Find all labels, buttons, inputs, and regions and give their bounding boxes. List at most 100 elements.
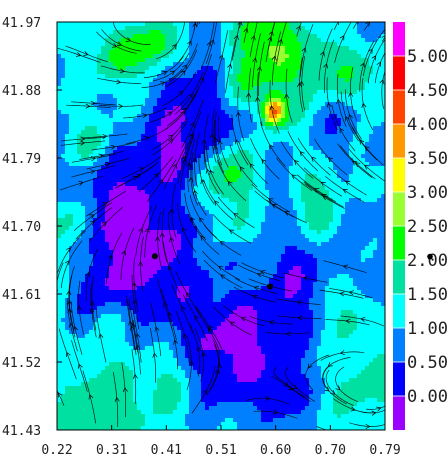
heatmap-cell bbox=[129, 78, 134, 83]
heatmap-cell bbox=[121, 122, 126, 127]
heatmap-cell bbox=[125, 386, 130, 391]
heatmap-cell bbox=[201, 222, 206, 227]
heatmap-cell bbox=[89, 174, 94, 179]
heatmap-cell bbox=[169, 194, 174, 199]
heatmap-cell bbox=[133, 302, 138, 307]
heatmap-cell bbox=[69, 306, 74, 311]
heatmap-cell bbox=[141, 174, 146, 179]
heatmap-cell bbox=[229, 342, 234, 347]
heatmap-cell bbox=[85, 274, 90, 279]
heatmap-cell bbox=[201, 190, 206, 195]
heatmap-cell bbox=[165, 342, 170, 347]
heatmap-cell bbox=[221, 190, 226, 195]
heatmap-cell bbox=[241, 34, 246, 39]
heatmap-cell bbox=[153, 214, 158, 219]
heatmap-cell bbox=[81, 402, 86, 407]
heatmap-cell bbox=[201, 406, 206, 411]
heatmap-cell bbox=[77, 386, 82, 391]
heatmap-cell bbox=[249, 394, 254, 399]
heatmap-cell bbox=[169, 226, 174, 231]
heatmap-cell bbox=[189, 402, 194, 407]
heatmap-cell bbox=[201, 86, 206, 91]
heatmap-cell bbox=[129, 318, 134, 323]
heatmap-cell bbox=[185, 74, 190, 79]
heatmap-cell bbox=[125, 206, 130, 211]
heatmap-cell bbox=[121, 26, 126, 31]
heatmap-cell bbox=[105, 370, 110, 375]
heatmap-cell bbox=[57, 38, 62, 43]
heatmap-cell bbox=[141, 242, 146, 247]
heatmap-cell bbox=[225, 390, 230, 395]
heatmap-cell bbox=[177, 410, 182, 415]
heatmap-cell bbox=[65, 102, 70, 107]
heatmap-cell bbox=[61, 422, 66, 427]
heatmap-cell bbox=[245, 298, 250, 303]
heatmap-cell bbox=[61, 34, 66, 39]
heatmap-cell bbox=[129, 234, 134, 239]
heatmap-cell bbox=[205, 238, 210, 243]
heatmap-cell bbox=[185, 414, 190, 419]
heatmap-cell bbox=[241, 414, 246, 419]
heatmap-cell bbox=[109, 318, 114, 323]
heatmap-cell bbox=[93, 346, 98, 351]
heatmap-cell bbox=[205, 130, 210, 135]
heatmap-cell bbox=[221, 198, 226, 203]
heatmap-cell bbox=[201, 198, 206, 203]
heatmap-cell bbox=[201, 426, 206, 430]
heatmap-cell bbox=[161, 362, 166, 367]
heatmap-cell bbox=[221, 378, 226, 383]
heatmap-cell bbox=[141, 194, 146, 199]
heatmap-cell bbox=[93, 390, 98, 395]
heatmap-cell bbox=[169, 358, 174, 363]
heatmap-cell bbox=[105, 414, 110, 419]
heatmap-cell bbox=[129, 210, 134, 215]
heatmap-cell bbox=[65, 358, 70, 363]
heatmap-cell bbox=[73, 134, 78, 139]
heatmap-cell bbox=[57, 426, 62, 430]
heatmap-cell bbox=[181, 326, 186, 331]
heatmap-cell bbox=[249, 130, 254, 135]
heatmap-cell bbox=[157, 166, 162, 171]
heatmap-cell bbox=[113, 182, 118, 187]
heatmap-cell bbox=[97, 238, 102, 243]
heatmap-cell bbox=[229, 278, 234, 283]
heatmap-cell bbox=[65, 78, 70, 83]
heatmap-cell bbox=[153, 350, 158, 355]
heatmap-cell bbox=[249, 402, 254, 407]
heatmap-cell bbox=[129, 22, 134, 27]
heatmap-cell bbox=[201, 186, 206, 191]
heatmap-cell bbox=[125, 106, 130, 111]
heatmap-cell bbox=[125, 270, 130, 275]
heatmap-cell bbox=[189, 54, 194, 59]
heatmap-cell bbox=[233, 30, 238, 35]
heatmap-cell bbox=[229, 118, 234, 123]
heatmap-cell bbox=[153, 106, 158, 111]
heatmap-cell bbox=[189, 270, 194, 275]
heatmap-cell bbox=[213, 94, 218, 99]
heatmap-cell bbox=[161, 238, 166, 243]
heatmap-cell bbox=[73, 26, 78, 31]
heatmap-cell bbox=[101, 78, 106, 83]
heatmap-cell bbox=[117, 142, 122, 147]
heatmap-cell bbox=[233, 158, 238, 163]
heatmap-cell bbox=[97, 194, 102, 199]
heatmap-cell bbox=[113, 370, 118, 375]
heatmap-cell bbox=[89, 214, 94, 219]
heatmap-cell bbox=[81, 286, 86, 291]
heatmap-cell bbox=[233, 378, 238, 383]
heatmap-cell bbox=[81, 250, 86, 255]
heatmap-cell bbox=[233, 86, 238, 91]
heatmap-cell bbox=[97, 346, 102, 351]
heatmap-cell bbox=[89, 314, 94, 319]
heatmap-cell bbox=[117, 398, 122, 403]
heatmap-cell bbox=[181, 410, 186, 415]
heatmap-cell bbox=[161, 74, 166, 79]
heatmap-cell bbox=[165, 274, 170, 279]
heatmap-cell bbox=[61, 202, 66, 207]
heatmap-cell bbox=[93, 318, 98, 323]
heatmap-cell bbox=[225, 406, 230, 411]
heatmap-cell bbox=[177, 250, 182, 255]
heatmap-cell bbox=[129, 170, 134, 175]
heatmap-cell bbox=[165, 290, 170, 295]
heatmap-cell bbox=[97, 174, 102, 179]
